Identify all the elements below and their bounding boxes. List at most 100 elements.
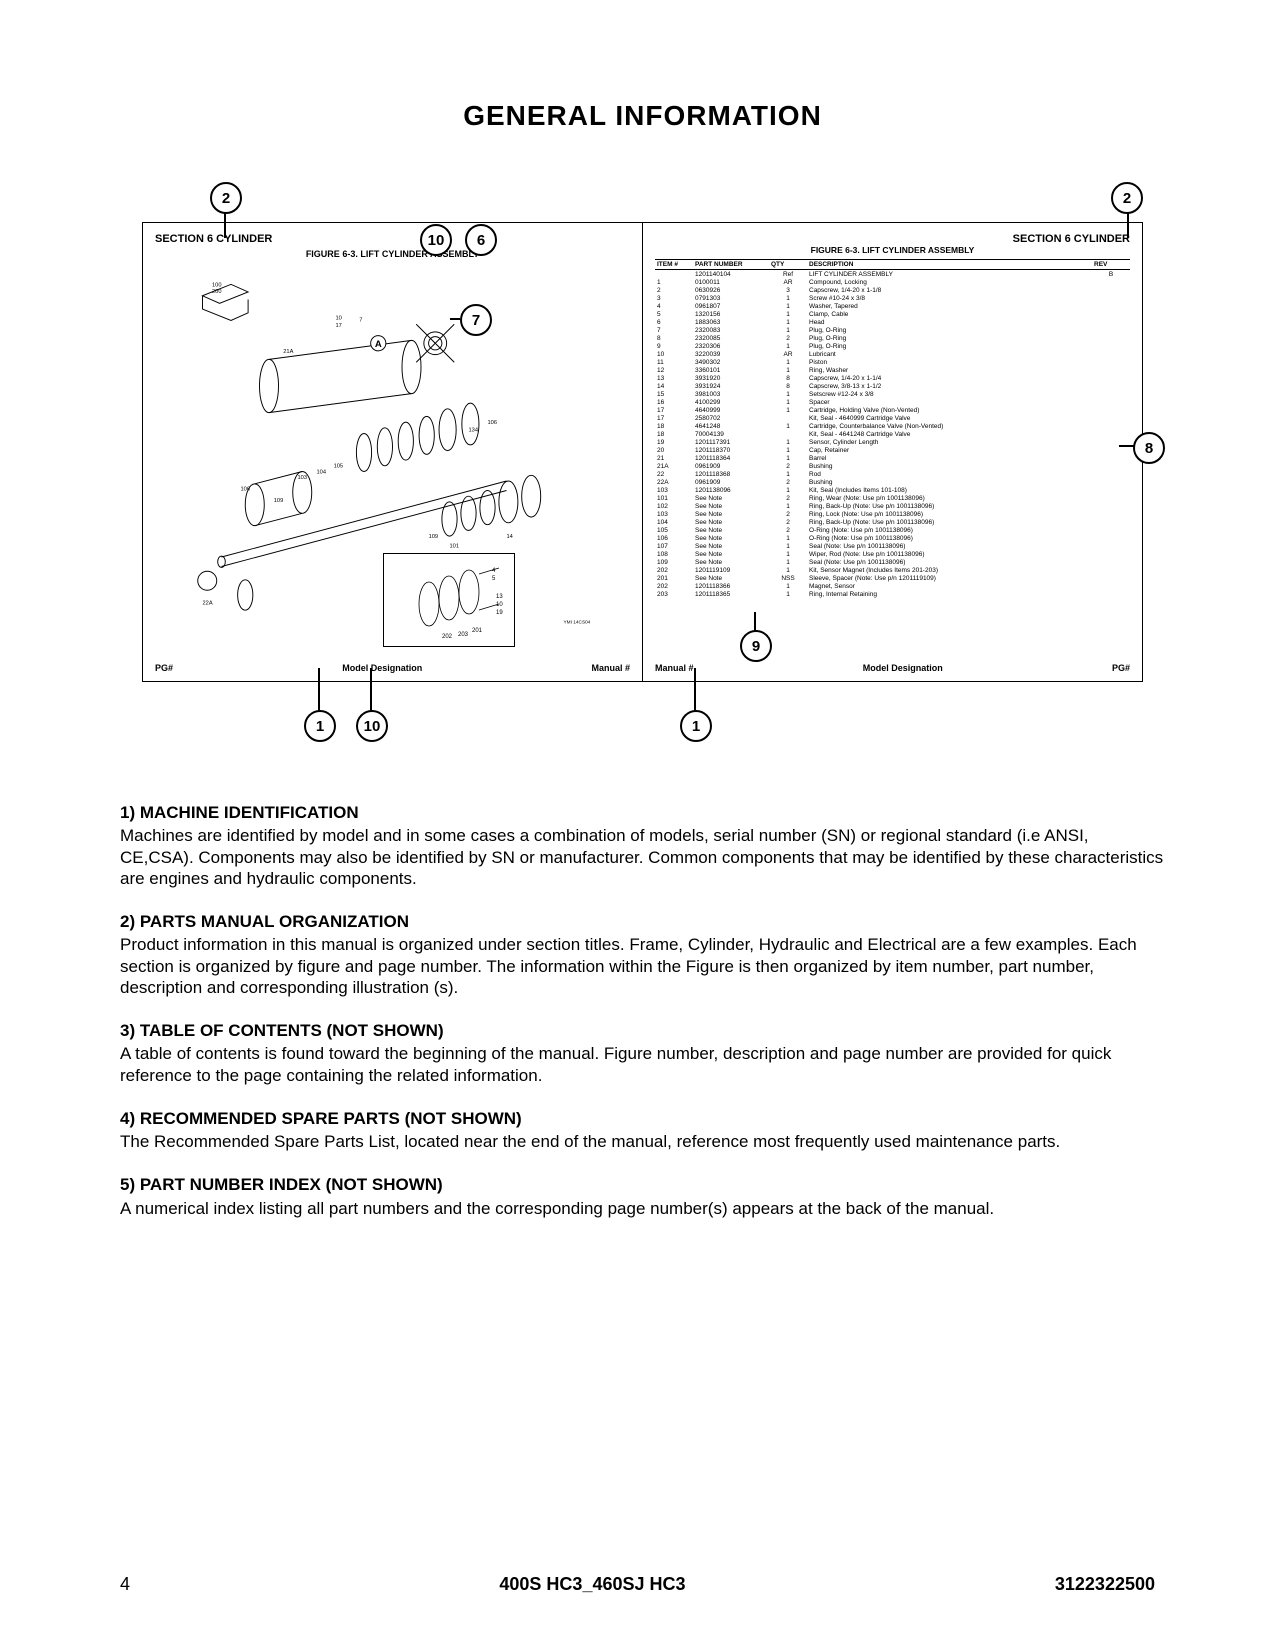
table-cell: 106 <box>655 534 693 542</box>
svg-text:105: 105 <box>334 464 344 470</box>
table-cell: 1201119109 <box>693 566 769 574</box>
section-heading: 5) PART NUMBER INDEX (NOT SHOWN) <box>120 1174 1165 1195</box>
figure-left-panel: SECTION 6 CYLINDER FIGURE 6-3. LIFT CYLI… <box>143 223 642 681</box>
table-cell: Plug, O-Ring <box>807 326 1092 334</box>
table-cell: Kit, Seal - 4641248 Cartridge Valve <box>807 430 1092 438</box>
th-rev: REV <box>1092 260 1130 270</box>
table-row: 1641002991Spacer <box>655 398 1130 406</box>
table-cell <box>1092 430 1130 438</box>
table-cell: 2 <box>769 494 807 502</box>
table-cell: 1 <box>769 502 807 510</box>
callout-2-right: 2 <box>1111 182 1143 214</box>
table-cell <box>1092 398 1130 406</box>
table-cell: Sensor, Cylinder Length <box>807 438 1092 446</box>
section-title-left: SECTION 6 CYLINDER <box>155 233 630 245</box>
table-row: 1201140104RefLIFT CYLINDER ASSEMBLYB <box>655 270 1130 279</box>
table-cell: 0961909 <box>693 478 769 486</box>
text-sections: 1) MACHINE IDENTIFICATION Machines are i… <box>120 802 1165 1219</box>
table-cell: Lubricant <box>807 350 1092 358</box>
table-cell: 0630926 <box>693 286 769 294</box>
svg-text:200: 200 <box>212 289 222 295</box>
svg-text:134: 134 <box>469 428 479 434</box>
table-cell: 3981003 <box>693 390 769 398</box>
table-row: 108See Note1Wiper, Rod (Note: Use p/n 10… <box>655 550 1130 558</box>
table-row: 20312011183651Ring, Internal Retaining <box>655 590 1130 598</box>
page: GENERAL INFORMATION 2 2 10 6 7 8 9 1 10 … <box>0 0 1275 1650</box>
table-cell: 14 <box>655 382 693 390</box>
table-cell: 16 <box>655 398 693 406</box>
section-heading: 3) TABLE OF CONTENTS (NOT SHOWN) <box>120 1020 1165 1041</box>
table-cell <box>1092 342 1130 350</box>
svg-text:106: 106 <box>488 420 498 426</box>
table-cell: See Note <box>693 494 769 502</box>
table-cell: 1 <box>769 438 807 446</box>
th-item: ITEM # <box>655 260 693 270</box>
table-row: 1846412481Cartridge, Counterbalance Valv… <box>655 422 1130 430</box>
table-cell: 1201118368 <box>693 470 769 478</box>
table-cell <box>1092 422 1130 430</box>
table-cell: 6 <box>655 318 693 326</box>
table-cell <box>1092 278 1130 286</box>
svg-text:22A: 22A <box>203 601 213 607</box>
table-cell <box>1092 366 1130 374</box>
table-cell: Capscrew, 1/4-20 x 1-1/8 <box>807 286 1092 294</box>
table-cell: Sleeve, Spacer (Note: Use p/n 1201119109… <box>807 574 1092 582</box>
table-cell: 1 <box>769 582 807 590</box>
table-cell: Cartridge, Holding Valve (Non-Vented) <box>807 406 1092 414</box>
table-cell: 103 <box>655 510 693 518</box>
table-cell: 1201138096 <box>693 486 769 494</box>
table-cell <box>1092 494 1130 502</box>
table-cell <box>1092 406 1130 414</box>
table-cell: 1 <box>769 590 807 598</box>
leader <box>450 318 460 320</box>
th-qty: QTY <box>769 260 807 270</box>
parts-header-row: ITEM # PART NUMBER QTY DESCRIPTION REV <box>655 260 1130 270</box>
table-cell <box>1092 590 1130 598</box>
section-title-right: SECTION 6 CYLINDER <box>655 233 1130 245</box>
th-desc: DESCRIPTION <box>807 260 1092 270</box>
left-footer-a: PG# <box>155 663 173 673</box>
table-cell: 1 <box>769 534 807 542</box>
svg-text:10: 10 <box>496 602 503 608</box>
table-cell: 103 <box>655 486 693 494</box>
table-cell: 1 <box>769 454 807 462</box>
table-cell: 2320085 <box>693 334 769 342</box>
table-row: 1539810031Setscrew #12-24 x 3/8 <box>655 390 1130 398</box>
table-cell: 11 <box>655 358 693 366</box>
table-cell: Plug, O-Ring <box>807 334 1092 342</box>
table-cell: NSS <box>769 574 807 582</box>
table-cell: 1 <box>769 358 807 366</box>
table-row: 2112011183641Barrel <box>655 454 1130 462</box>
callout-1-right: 1 <box>680 710 712 742</box>
table-cell: 2 <box>769 334 807 342</box>
table-row: 2212011183681Rod <box>655 470 1130 478</box>
table-cell: 1 <box>769 486 807 494</box>
table-cell <box>769 430 807 438</box>
table-cell: See Note <box>693 558 769 566</box>
th-part: PART NUMBER <box>693 260 769 270</box>
table-cell: 107 <box>655 542 693 550</box>
table-cell: Head <box>807 318 1092 326</box>
right-footer-c: PG# <box>1112 663 1130 673</box>
table-row: 923203061Plug, O-Ring <box>655 342 1130 350</box>
table-cell: Ref <box>769 270 807 279</box>
table-cell: 201 <box>655 574 693 582</box>
table-cell <box>1092 526 1130 534</box>
table-cell: 3931924 <box>693 382 769 390</box>
table-cell <box>1092 318 1130 326</box>
section-body: Machines are identified by model and in … <box>120 825 1165 889</box>
table-cell: Ring, Washer <box>807 366 1092 374</box>
table-cell: Ring, Lock (Note: Use p/n 1001138096) <box>807 510 1092 518</box>
section-2: 2) PARTS MANUAL ORGANIZATION Product inf… <box>120 911 1165 998</box>
figure-container: 2 2 10 6 7 8 9 1 10 1 SECTION 6 CYLINDER… <box>120 182 1165 742</box>
table-cell: See Note <box>693 534 769 542</box>
section-body: A numerical index listing all part numbe… <box>120 1198 1165 1219</box>
table-row: 22A09619092Bushing <box>655 478 1130 486</box>
table-row: 513201561Clamp, Cable <box>655 310 1130 318</box>
table-cell <box>1092 470 1130 478</box>
table-cell: Compound, Locking <box>807 278 1092 286</box>
table-cell: 1201118364 <box>693 454 769 462</box>
table-cell: 8 <box>769 374 807 382</box>
table-row: 823200852Plug, O-Ring <box>655 334 1130 342</box>
svg-text:YMI 14CS04: YMI 14CS04 <box>564 620 591 626</box>
